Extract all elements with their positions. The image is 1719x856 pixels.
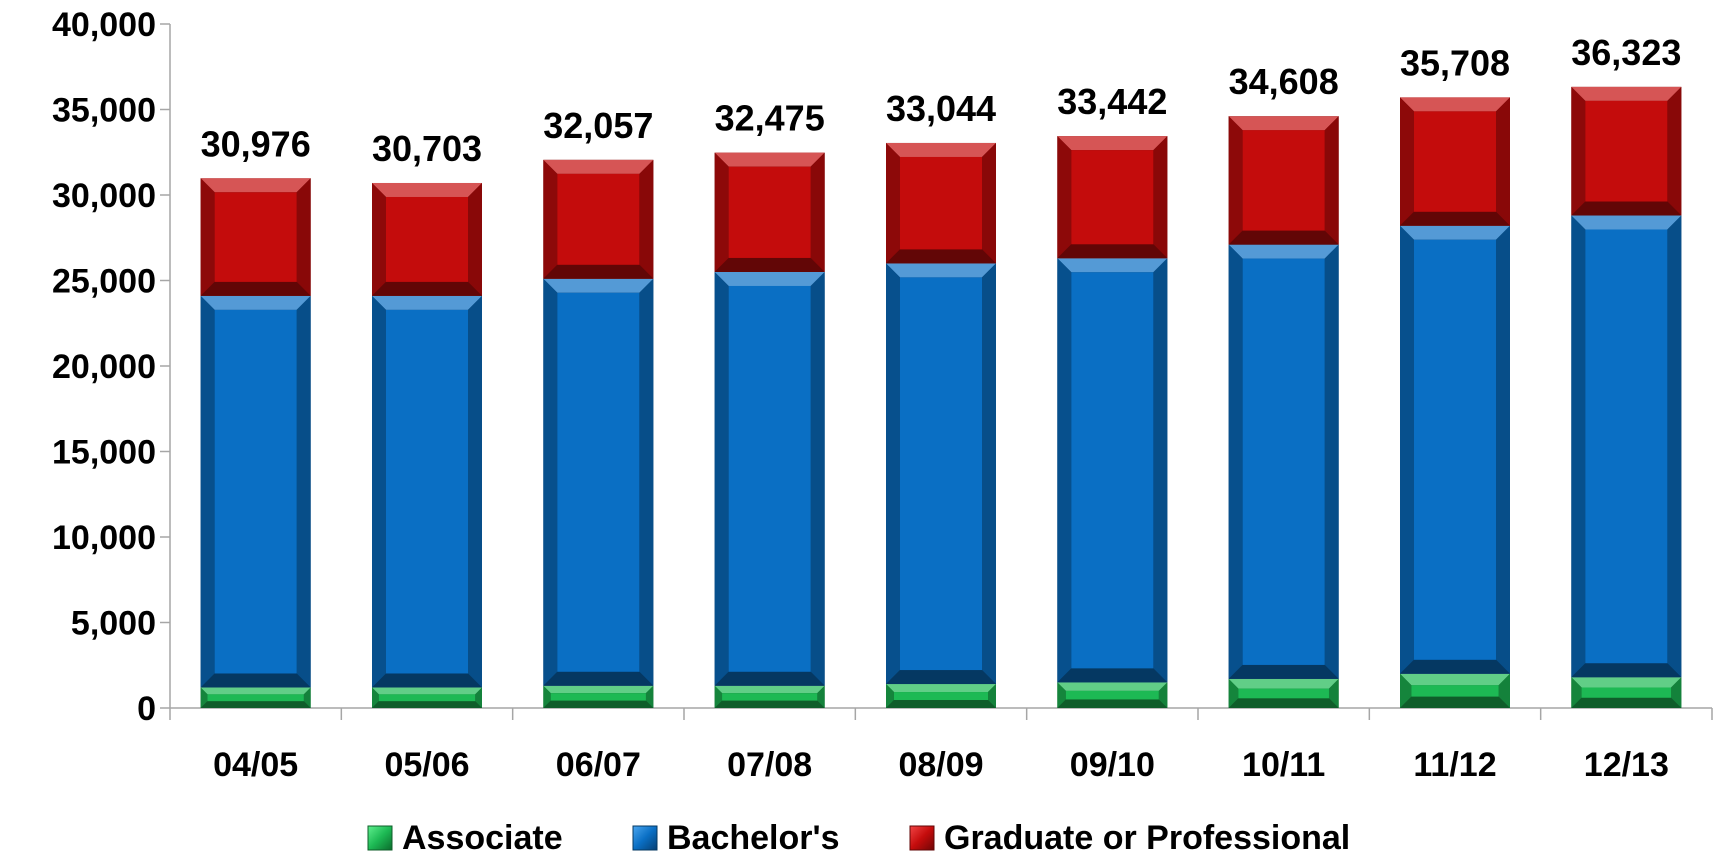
bar-graduate-or-professional <box>200 178 311 296</box>
total-label: 35,708 <box>1400 42 1510 83</box>
total-label: 32,475 <box>715 98 825 139</box>
x-tick-label: 06/07 <box>556 746 641 784</box>
bar-associate <box>1228 678 1339 708</box>
bar-graduate-or-professional <box>543 159 654 279</box>
bar-associate <box>714 685 825 708</box>
legend-swatch <box>367 825 393 851</box>
bar-bachelor-s <box>543 278 654 686</box>
y-tick-label: 10,000 <box>52 519 156 557</box>
bar-graduate-or-professional <box>1057 136 1168 259</box>
total-labels: 30,976 30,703 32,057 32,475 33,044 33,442 34,6… <box>201 32 1682 169</box>
x-tick-label: 08/09 <box>898 746 983 784</box>
legend-item: Graduate or Professional <box>909 819 1350 856</box>
legend-item: Associate <box>367 819 563 856</box>
bar-graduate-or-professional <box>1400 97 1510 226</box>
bar-bachelor-s <box>1400 225 1510 674</box>
bar-associate <box>372 687 482 708</box>
total-label: 30,976 <box>201 123 311 164</box>
y-tick-label: 30,000 <box>52 177 156 215</box>
total-label: 36,323 <box>1571 32 1681 73</box>
bar-bachelor-s <box>1057 258 1168 683</box>
legend-swatch <box>632 825 658 851</box>
y-tick-label: 20,000 <box>52 348 156 386</box>
bar-bachelor-s <box>714 271 825 686</box>
x-tick-label: 10/11 <box>1242 746 1325 784</box>
legend-item: Bachelor's <box>632 819 840 856</box>
x-tick-label: 05/06 <box>384 746 469 784</box>
bar-graduate-or-professional <box>1571 86 1682 216</box>
x-tick-label: 09/10 <box>1070 746 1155 784</box>
bar-graduate-or-professional <box>886 142 996 264</box>
legend-swatch <box>909 825 935 851</box>
legend-label: Bachelor's <box>667 819 840 856</box>
bar-bachelor-s <box>886 263 996 685</box>
bar-associate <box>1400 673 1510 708</box>
bar-graduate-or-professional <box>714 152 825 272</box>
total-label: 30,703 <box>372 128 482 169</box>
bar-associate <box>543 685 654 708</box>
bar-associate <box>1057 682 1168 708</box>
bar-bachelor-s <box>372 295 482 688</box>
bar-associate <box>886 684 996 708</box>
y-tick-label: 25,000 <box>52 263 156 301</box>
bar-graduate-or-professional <box>1228 116 1339 245</box>
axes: 0 5,000 10,000 15,000 20,000 25,000 30,000 35,0… <box>52 6 1713 784</box>
y-tick-label: 40,000 <box>52 6 156 44</box>
bar-associate <box>1571 677 1682 708</box>
bars <box>200 86 1682 708</box>
bar-bachelor-s <box>1571 215 1682 678</box>
x-tick-label: 12/13 <box>1584 746 1669 784</box>
total-label: 34,608 <box>1229 61 1339 102</box>
legend: Associate Bachelor's Graduate or Professio… <box>367 819 1350 856</box>
y-tick-label: 0 <box>137 690 156 728</box>
bar-bachelor-s <box>1228 244 1339 679</box>
y-tick-label: 5,000 <box>71 605 156 643</box>
x-tick-label: 07/08 <box>727 746 812 784</box>
legend-label: Graduate or Professional <box>944 819 1350 856</box>
total-label: 33,044 <box>886 88 996 129</box>
bar-bachelor-s <box>200 295 311 688</box>
y-tick-label: 15,000 <box>52 434 156 472</box>
bar-associate <box>200 687 311 708</box>
y-tick-label: 35,000 <box>52 92 156 130</box>
x-tick-label: 11/12 <box>1413 746 1496 784</box>
bar-graduate-or-professional <box>372 182 482 296</box>
total-label: 33,442 <box>1057 81 1167 122</box>
total-label: 32,057 <box>543 105 653 146</box>
legend-label: Associate <box>402 819 563 856</box>
x-tick-label: 04/05 <box>213 746 298 784</box>
